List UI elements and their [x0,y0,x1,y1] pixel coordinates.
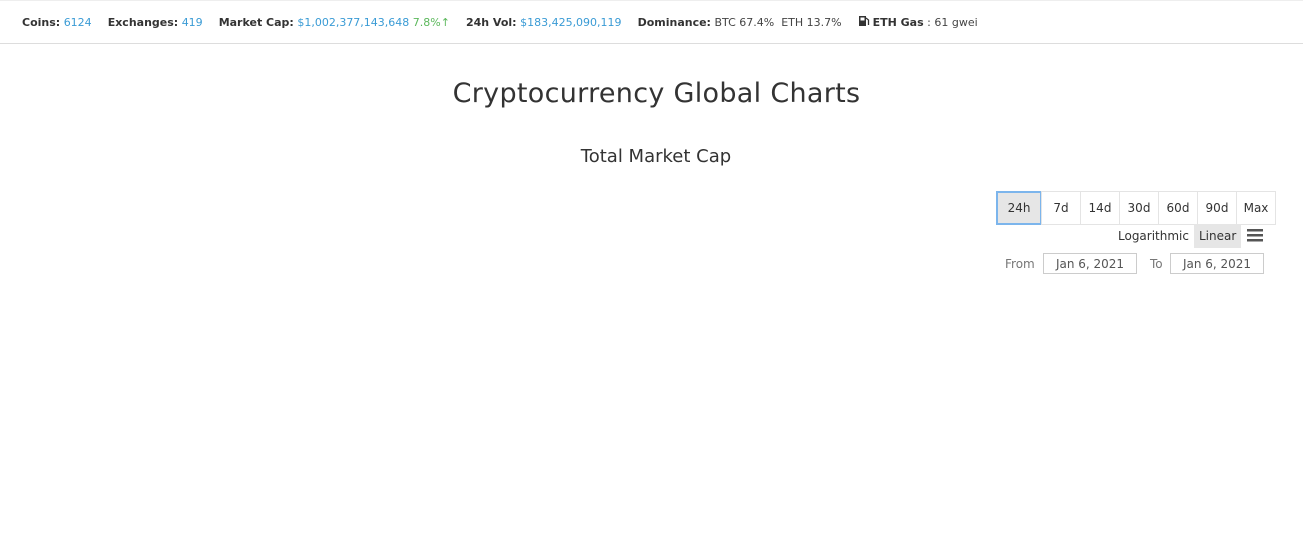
stat-label: ETH Gas [872,16,924,29]
stat-change: 7.8% [412,15,441,29]
page-title: Cryptocurrency Global Charts [452,78,861,109]
stat-label: 24h Vol: [465,15,517,29]
stat-value: 419 [181,15,203,29]
stat-value: ETH 13.7% [781,15,842,29]
chart-title: Total Market Cap [580,146,731,167]
stat-value: BTC 67.4% [714,15,775,29]
scale-buttons: Logarithmic Linear [1113,224,1242,248]
range-buttons: 24h 7d 14d 30d 60d 90d Max [996,191,1276,225]
range-button[interactable]: 60d [1158,191,1198,225]
menu-line [1247,239,1263,242]
scale-button[interactable]: Logarithmic [1118,229,1189,243]
stat-label: Coins: [22,15,61,29]
stat: 24h Vol: $183,425,090,119 [466,16,622,29]
range-button[interactable]: 90d [1197,191,1237,225]
to-label: To [1150,257,1163,271]
to-input[interactable]: Jan 6, 2021 [1170,253,1264,274]
range-button[interactable]: 24h [996,191,1042,225]
up-arrow: ↑ [440,15,450,29]
stat: Market Cap: $1,002,377,143,648 7.8%↑ [219,16,450,29]
range-button[interactable]: 30d [1119,191,1159,225]
menu-line [1247,234,1263,237]
stat: Exchanges: 419 [108,16,203,29]
menu-line [1247,229,1263,232]
from-input[interactable]: Jan 6, 2021 [1043,253,1137,274]
stat-value: : 61 gwei [927,16,978,29]
menu-icon[interactable] [1247,229,1263,242]
stat-label: Exchanges: [107,15,179,29]
range-button[interactable]: 7d [1041,191,1081,225]
range-button[interactable]: Max [1236,191,1276,225]
from-label: From [1005,257,1035,271]
stat-label: Dominance: [637,15,711,29]
scale-button[interactable]: Linear [1194,224,1242,248]
stat-value: $183,425,090,119 [520,15,622,29]
stat: Dominance: BTC 67.4% ETH 13.7% [638,16,842,29]
stat: Coins: 6124 [22,16,92,29]
stat-value: 6124 [63,15,92,29]
stat-label: Market Cap: [218,15,294,29]
range-button[interactable]: 14d [1080,191,1120,225]
stat-value: $1,002,377,143,648 [297,15,410,29]
